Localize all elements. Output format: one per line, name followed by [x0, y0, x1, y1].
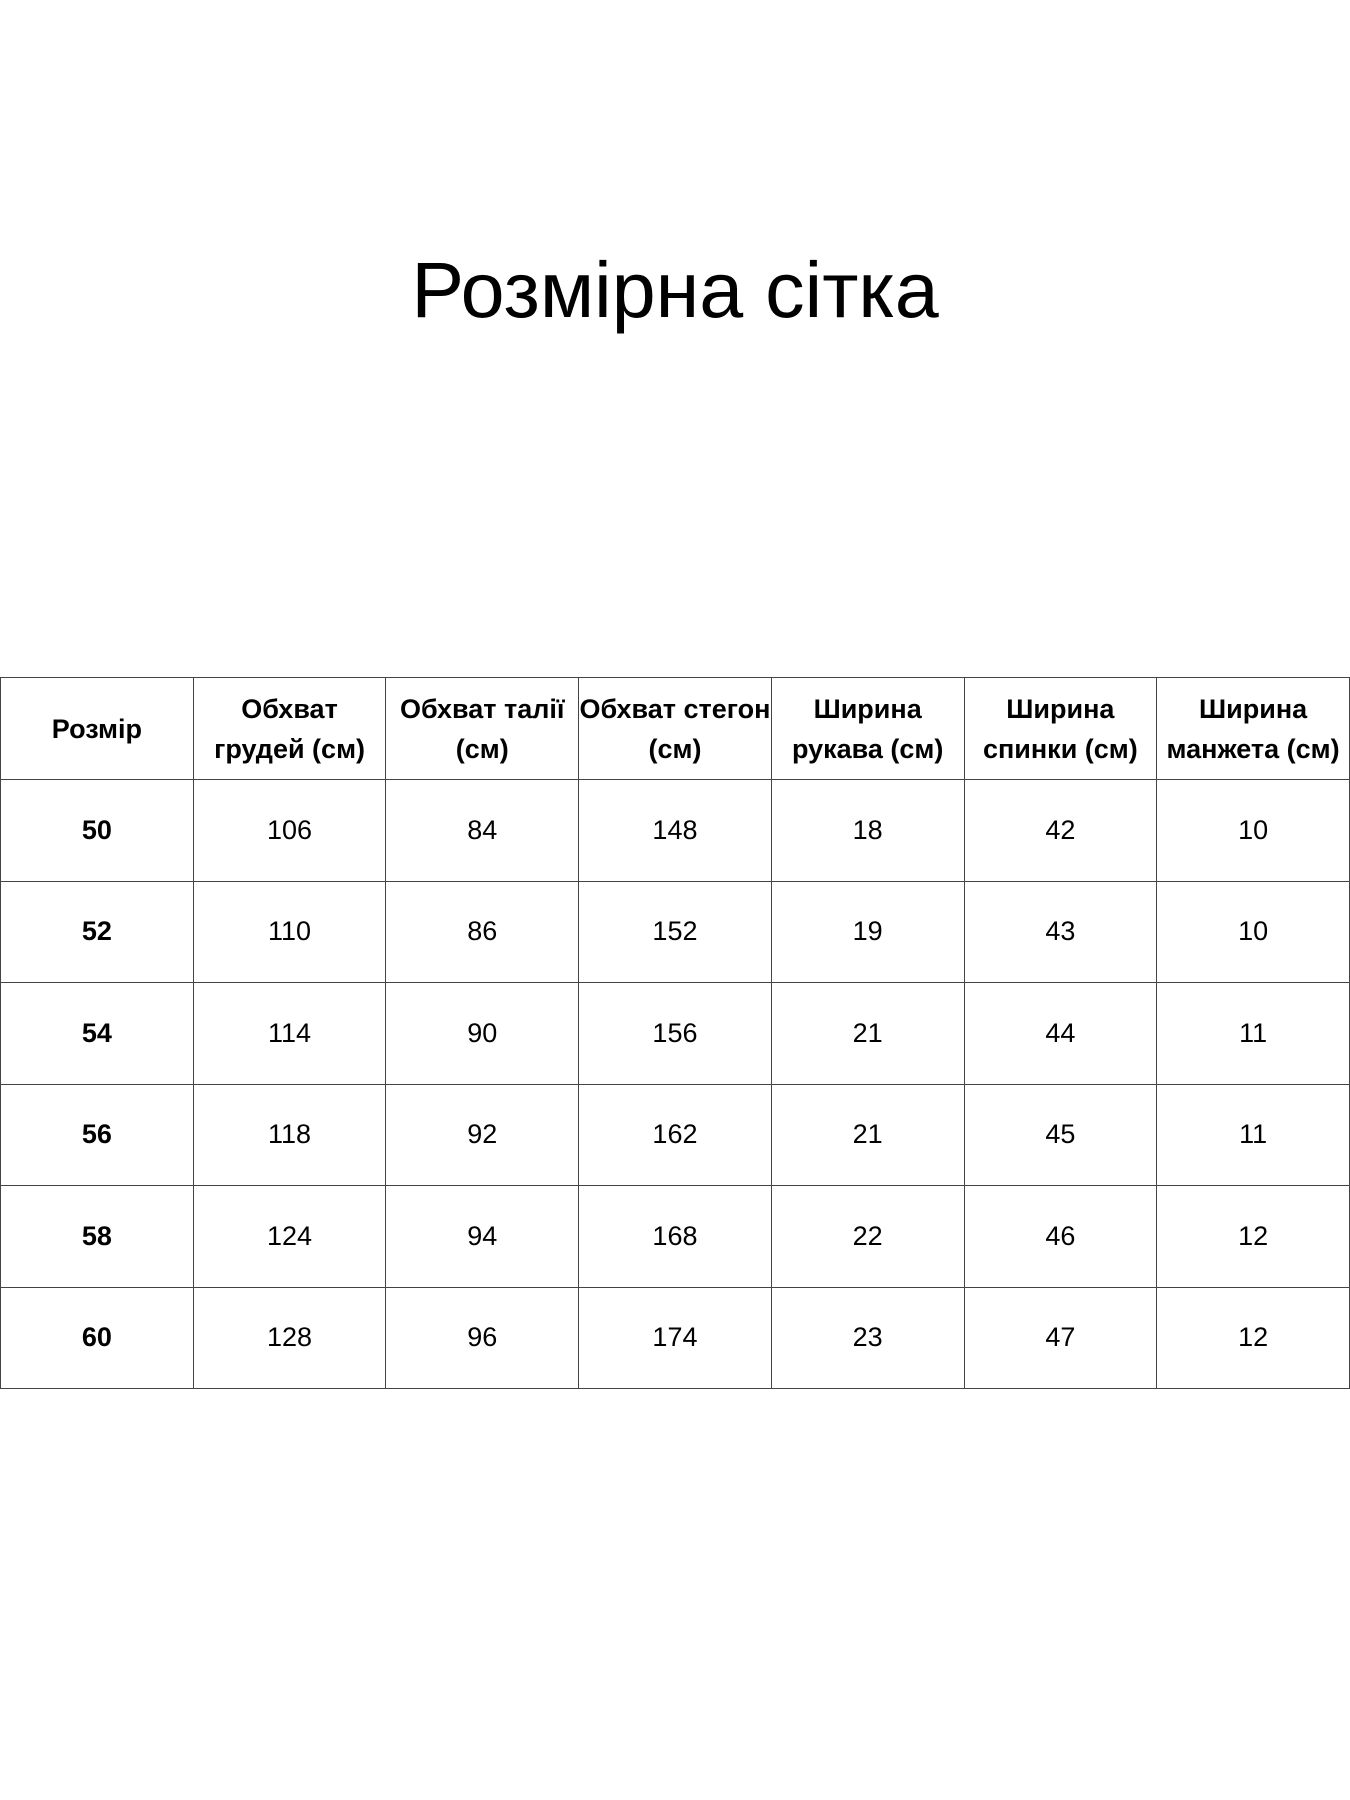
measurement-cell: 47 — [963, 1286, 1158, 1389]
measurement-cell: 168 — [578, 1185, 772, 1288]
measurement-cell: 11 — [1156, 982, 1350, 1085]
page-title: Розмірна сітка — [411, 245, 939, 334]
column-header: Ширина спинки (см) — [963, 677, 1158, 780]
table-row: 60 128 96 174 23 47 12 — [0, 1286, 1350, 1389]
measurement-cell: 124 — [192, 1185, 387, 1288]
measurement-cell: 156 — [578, 982, 772, 1085]
measurement-cell: 19 — [770, 880, 965, 983]
column-header: Обхват талії (см) — [385, 677, 580, 780]
size-cell: 50 — [0, 779, 194, 882]
column-header: Обхват стегон (см) — [578, 677, 772, 780]
measurement-cell: 94 — [385, 1185, 580, 1288]
measurement-cell: 118 — [192, 1083, 387, 1186]
table-row: 52 110 86 152 19 43 10 — [0, 880, 1350, 983]
size-cell: 58 — [0, 1185, 194, 1288]
measurement-cell: 42 — [963, 779, 1158, 882]
table-row: 54 114 90 156 21 44 11 — [0, 982, 1350, 1085]
size-cell: 56 — [0, 1083, 194, 1186]
measurement-cell: 44 — [963, 982, 1158, 1085]
measurement-cell: 86 — [385, 880, 580, 983]
measurement-cell: 152 — [578, 880, 772, 983]
measurement-cell: 10 — [1156, 779, 1350, 882]
measurement-cell: 46 — [963, 1185, 1158, 1288]
measurement-cell: 22 — [770, 1185, 965, 1288]
measurement-cell: 106 — [192, 779, 387, 882]
measurement-cell: 84 — [385, 779, 580, 882]
measurement-cell: 162 — [578, 1083, 772, 1186]
measurement-cell: 43 — [963, 880, 1158, 983]
size-cell: 54 — [0, 982, 194, 1085]
measurement-cell: 148 — [578, 779, 772, 882]
measurement-cell: 174 — [578, 1286, 772, 1389]
measurement-cell: 12 — [1156, 1185, 1350, 1288]
measurement-cell: 21 — [770, 1083, 965, 1186]
table-row: 50 106 84 148 18 42 10 — [0, 779, 1350, 882]
measurement-cell: 96 — [385, 1286, 580, 1389]
column-header: Розмір — [0, 677, 194, 780]
size-cell: 52 — [0, 880, 194, 983]
measurement-cell: 18 — [770, 779, 965, 882]
measurement-cell: 21 — [770, 982, 965, 1085]
column-header: Ширина рукава (см) — [770, 677, 965, 780]
size-chart-table: Розмір Обхват грудей (см) Обхват талії (см… — [0, 677, 1350, 1389]
measurement-cell: 23 — [770, 1286, 965, 1389]
column-header: Обхват грудей (см) — [192, 677, 387, 780]
measurement-cell: 128 — [192, 1286, 387, 1389]
size-cell: 60 — [0, 1286, 194, 1389]
table-row: 58 124 94 168 22 46 12 — [0, 1185, 1350, 1288]
measurement-cell: 110 — [192, 880, 387, 983]
column-header: Ширина манжета (см) — [1156, 677, 1350, 780]
table-row: 56 118 92 162 21 45 11 — [0, 1083, 1350, 1186]
measurement-cell: 45 — [963, 1083, 1158, 1186]
measurement-cell: 10 — [1156, 880, 1350, 983]
measurement-cell: 92 — [385, 1083, 580, 1186]
measurement-cell: 114 — [192, 982, 387, 1085]
measurement-cell: 11 — [1156, 1083, 1350, 1186]
measurement-cell: 12 — [1156, 1286, 1350, 1389]
table-header-row: Розмір Обхват грудей (см) Обхват талії (см… — [0, 677, 1350, 780]
measurement-cell: 90 — [385, 982, 580, 1085]
